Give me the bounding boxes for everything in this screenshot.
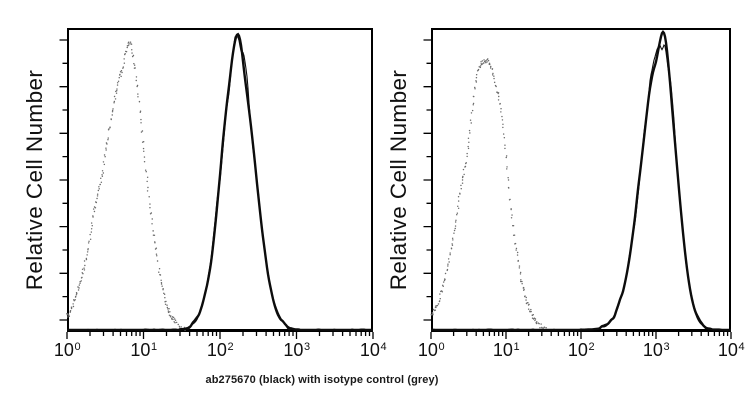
plot-area xyxy=(423,28,732,339)
y-axis-label: Relative Cell Number xyxy=(386,69,411,291)
x-tick-label: 101 xyxy=(130,340,158,360)
x-tick-label: 104 xyxy=(717,340,745,360)
figure-caption: ab275670 (black) with isotype control (g… xyxy=(205,374,439,386)
x-tick-label: 102 xyxy=(206,340,234,360)
x-tick-label: 100 xyxy=(417,340,445,360)
histogram-canvas xyxy=(59,28,374,339)
x-tick-label: 104 xyxy=(359,340,387,360)
x-tick-label: 100 xyxy=(53,340,81,360)
x-axis-tick-labels: 100 101 102 103 104 xyxy=(418,334,745,360)
x-axis-tick-labels: 100 101 102 103 104 xyxy=(54,334,387,360)
x-tick-label: 103 xyxy=(642,340,670,360)
left-histogram-panel: Relative Cell Number 100 101 102 103 104 xyxy=(22,28,387,360)
right-histogram-panel: Relative Cell Number 100 101 102 103 104 xyxy=(375,0,750,407)
y-axis-label: Relative Cell Number xyxy=(22,69,47,291)
x-tick-label: 101 xyxy=(492,340,520,360)
plot-area xyxy=(59,28,374,339)
histogram-canvas xyxy=(423,28,732,339)
x-tick-label: 103 xyxy=(283,340,311,360)
x-tick-label: 102 xyxy=(567,340,595,360)
